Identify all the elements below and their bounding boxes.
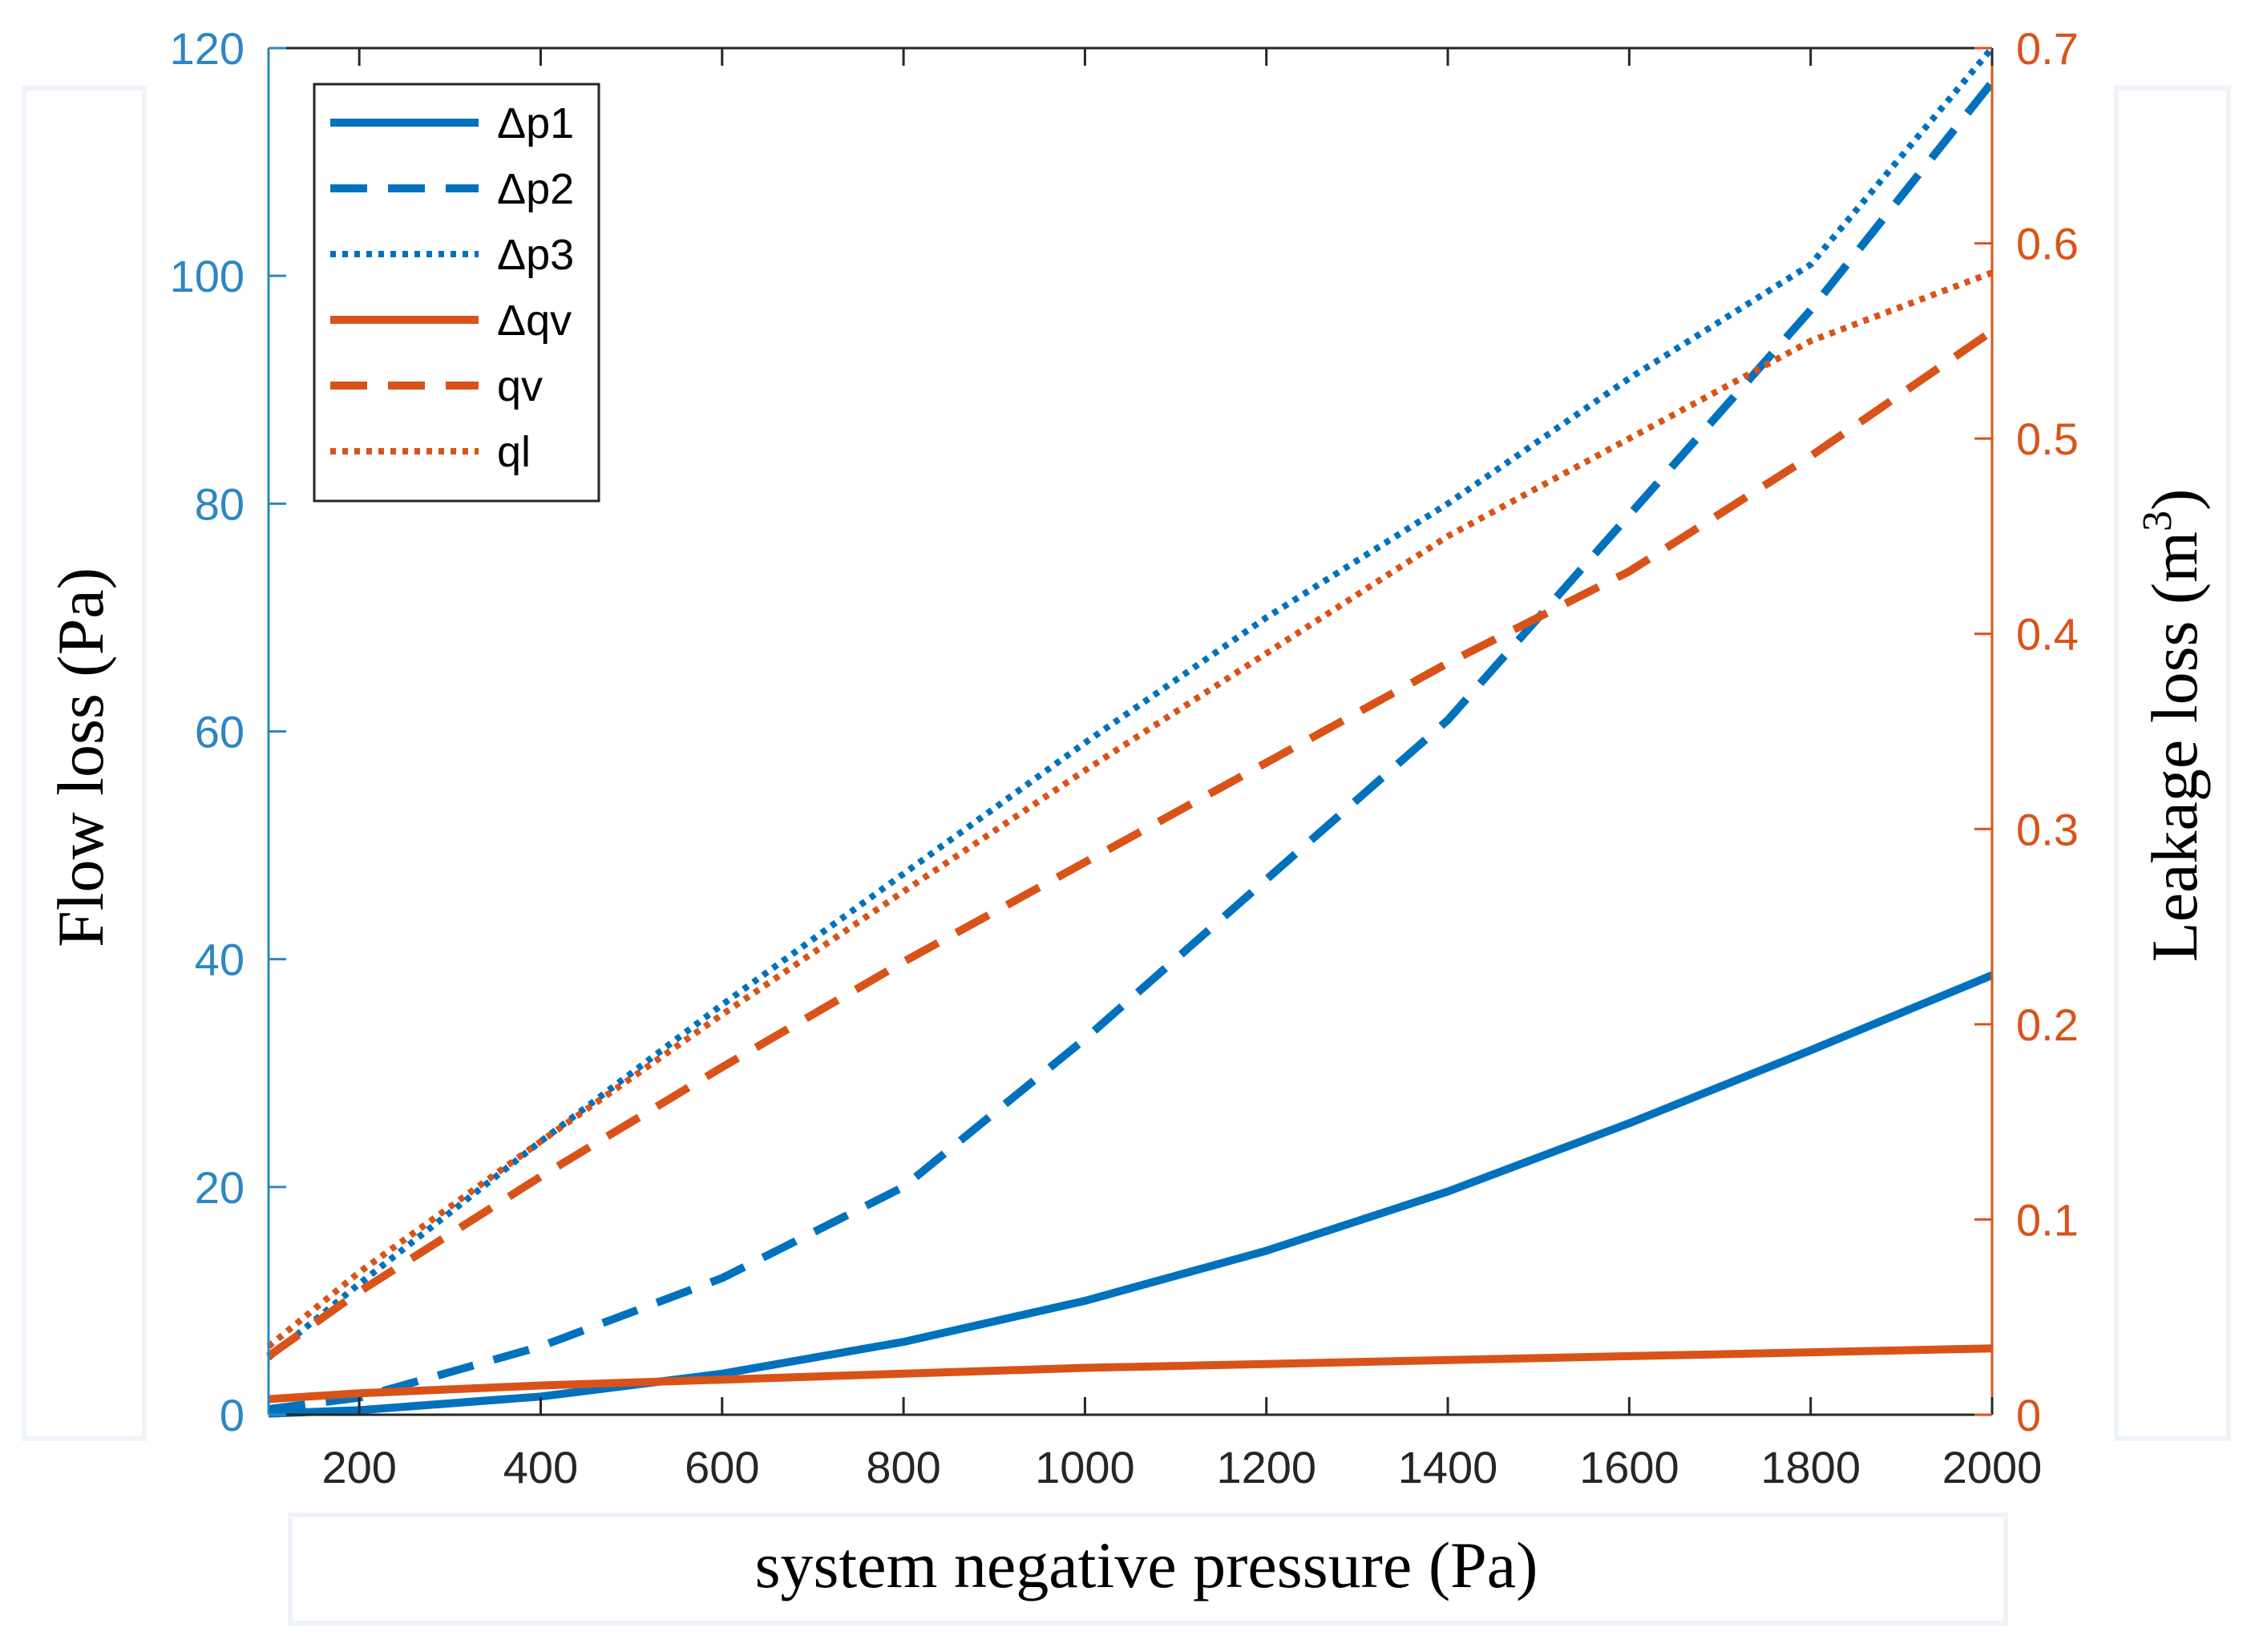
y-axis-label-right-base: Leakage loss (m: [2138, 531, 2211, 962]
series-line-6: [266, 269, 1994, 1349]
y-right-tick-label: 0: [2016, 1390, 2041, 1440]
legend-label-3: Δp3: [497, 231, 574, 279]
series-line-3: [266, 46, 1995, 1361]
y-left-tick-label: 120: [170, 23, 245, 74]
x-tick-label: 200: [321, 1442, 396, 1492]
y-left-tick-label: 20: [195, 1162, 245, 1213]
x-tick-label: 1200: [1216, 1442, 1316, 1492]
x-tick-label: 1600: [1579, 1442, 1679, 1492]
x-axis-label: system negative pressure (Pa): [755, 1529, 1538, 1602]
x-tick-label: 600: [685, 1442, 759, 1492]
y-left-tick-label: 80: [195, 479, 245, 529]
x-tick-label: 800: [866, 1442, 940, 1492]
series-line-2: [268, 79, 1995, 1413]
y-right-tick-label: 0.3: [2016, 804, 2079, 854]
y-left-tick-label: 0: [220, 1390, 245, 1440]
series-line-5: [266, 328, 1994, 1359]
x-tick-label: 1000: [1035, 1442, 1135, 1492]
x-tick-label: 1400: [1398, 1442, 1498, 1492]
y-right-tick-label: 0.2: [2016, 1000, 2079, 1050]
series-line-1: [268, 971, 1994, 1418]
legend-label-4: Δqv: [497, 297, 572, 345]
legend-label-2: Δp2: [497, 165, 574, 213]
y-left-tick-label: 40: [195, 935, 245, 985]
y-right-tick-label: 0.1: [2016, 1194, 2079, 1245]
y-axis-label-right: Leakage loss (m3): [2135, 489, 2211, 963]
y-right-tick-label: 0.7: [2016, 23, 2079, 74]
y-right-tick-label: 0.4: [2016, 609, 2079, 660]
legend-label-1: Δp1: [497, 99, 574, 147]
legend-box: [313, 83, 600, 503]
y-right-tick-label: 0.6: [2016, 219, 2079, 269]
y-left-tick-label: 60: [195, 707, 245, 757]
y-axis-label-left: Flow loss (Pa): [44, 567, 117, 947]
y-left-tick-label: 100: [170, 251, 245, 301]
x-tick-label: 1800: [1760, 1442, 1861, 1492]
legend-label-5: qv: [497, 362, 543, 410]
y-axis-label-right-sup: 3: [2135, 511, 2180, 531]
x-tick-label: 2000: [1942, 1442, 2043, 1492]
y-right-tick-label: 0.5: [2016, 414, 2079, 464]
x-tick-label: 400: [503, 1442, 578, 1492]
y-axis-label-right-close: ): [2138, 489, 2211, 511]
series-line-4: [268, 1344, 1993, 1404]
legend-label-6: ql: [497, 428, 531, 476]
